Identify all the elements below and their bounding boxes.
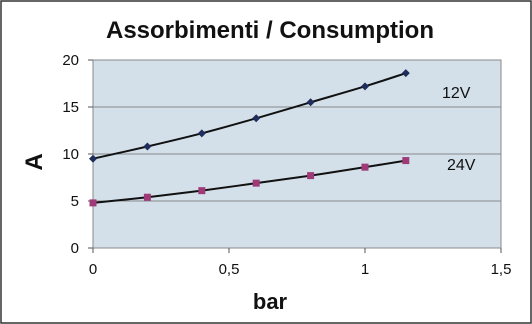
y-axis-ticks: 0 5 10 15 20: [62, 52, 93, 257]
x-tick-label: 1: [361, 261, 369, 278]
data-point: [361, 163, 369, 171]
data-point: [307, 172, 315, 180]
data-point: [402, 157, 410, 165]
x-tick-label: 0,5: [219, 261, 240, 278]
x-tick-label: 0: [89, 261, 97, 278]
series-label: 24V: [447, 157, 476, 174]
y-tick-label: 10: [62, 146, 79, 163]
data-point: [198, 187, 206, 195]
y-tick-label: 15: [62, 99, 79, 116]
data-point: [306, 98, 315, 107]
series-layer: 12V 24V: [89, 69, 476, 207]
y-axis-label: A: [21, 153, 48, 170]
data-point: [361, 82, 369, 91]
data-point: [401, 69, 410, 78]
data-point: [89, 199, 97, 207]
data-point: [143, 142, 152, 151]
x-axis-ticks: 0 0,5 1 1,5: [89, 248, 512, 278]
data-point: [197, 129, 206, 138]
data-point: [252, 114, 261, 123]
chart-title: Assorbimenti / Consumption: [106, 17, 434, 44]
x-axis-label: bar: [253, 289, 288, 314]
data-point: [252, 179, 260, 187]
data-point: [89, 154, 97, 163]
series-label: 12V: [442, 85, 471, 102]
y-tick-label: 5: [71, 193, 79, 210]
y-tick-label: 0: [71, 240, 79, 257]
series-24V: 24V: [89, 157, 476, 207]
y-tick-label: 20: [62, 52, 79, 69]
x-tick-label: 1,5: [491, 261, 512, 278]
series-12V: 12V: [89, 69, 471, 163]
data-point: [143, 193, 151, 201]
